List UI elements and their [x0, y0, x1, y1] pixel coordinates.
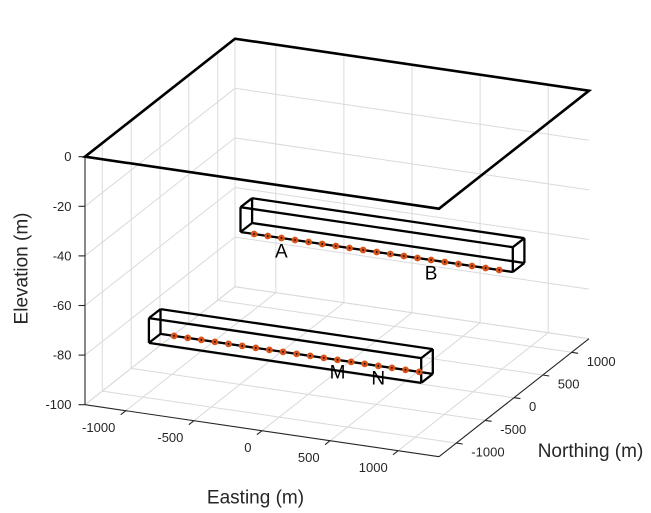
svg-text:M: M [330, 362, 346, 383]
svg-text:-500: -500 [500, 422, 526, 437]
svg-text:-40: -40 [53, 248, 72, 263]
svg-text:500: 500 [558, 377, 580, 392]
svg-text:-60: -60 [53, 298, 72, 313]
svg-text:0: 0 [64, 149, 71, 164]
svg-text:1000: 1000 [359, 460, 388, 475]
svg-text:B: B [425, 264, 438, 285]
svg-text:Elevation (m): Elevation (m) [12, 213, 33, 325]
svg-text:-1000: -1000 [471, 445, 504, 460]
svg-text:0: 0 [244, 440, 251, 455]
svg-text:-1000: -1000 [82, 420, 115, 435]
svg-text:-500: -500 [157, 430, 183, 445]
svg-text:-100: -100 [45, 397, 71, 412]
svg-text:500: 500 [298, 450, 320, 465]
svg-text:1000: 1000 [587, 354, 616, 369]
svg-text:0: 0 [529, 399, 536, 414]
svg-text:-20: -20 [53, 199, 72, 214]
svg-text:Easting (m): Easting (m) [207, 488, 304, 509]
svg-text:Northing (m): Northing (m) [538, 441, 644, 462]
svg-text:-80: -80 [53, 348, 72, 363]
svg-text:A: A [275, 242, 288, 263]
svg-text:N: N [371, 368, 385, 389]
